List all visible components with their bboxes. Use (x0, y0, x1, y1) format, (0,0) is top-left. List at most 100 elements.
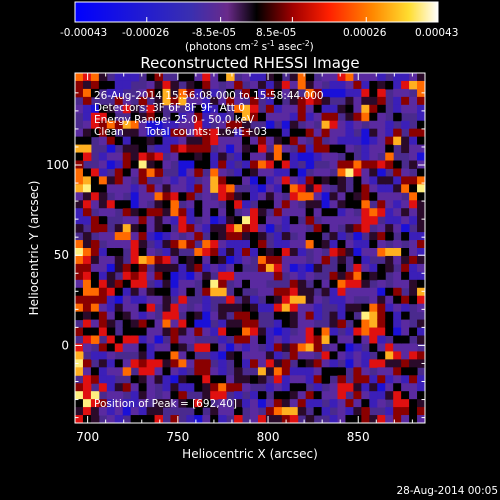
heatmap-cell (393, 351, 402, 360)
heatmap-cell (257, 335, 267, 344)
heatmap-cell (234, 216, 243, 225)
heatmap-cell (401, 136, 410, 146)
heatmap-cell (194, 224, 203, 233)
heatmap-cell (242, 248, 251, 257)
heatmap-cell (257, 192, 267, 201)
heatmap-cell (75, 152, 84, 161)
heatmap-cell (409, 216, 418, 225)
heatmap-cell (226, 232, 235, 241)
heatmap-cell (170, 255, 179, 265)
heatmap-cell (226, 343, 235, 352)
heatmap-cell (369, 73, 378, 82)
heatmap-cell (369, 80, 378, 90)
heatmap-cell (114, 80, 124, 90)
heatmap-cell (122, 343, 132, 352)
heatmap-cell (122, 200, 132, 209)
heatmap-cell (130, 224, 140, 233)
heatmap-cell (305, 263, 315, 273)
heatmap-cell (345, 192, 354, 201)
heatmap-cell (75, 88, 84, 98)
heatmap-cell (305, 120, 315, 130)
heatmap-cell (75, 80, 84, 90)
heatmap-cell (409, 327, 418, 336)
heatmap-cell (234, 128, 243, 138)
heatmap-cell (130, 407, 140, 416)
heatmap-cell (297, 80, 307, 90)
heatmap-cell (75, 184, 84, 193)
heatmap-cell (138, 232, 148, 241)
heatmap-cell (98, 200, 108, 209)
heatmap-cell (82, 311, 92, 321)
heatmap-cell (202, 80, 211, 90)
heatmap-cell (98, 343, 108, 352)
heatmap-cell (337, 287, 346, 297)
heatmap-cell (242, 255, 251, 265)
heatmap-cell (234, 399, 243, 408)
heatmap-cell (361, 351, 370, 360)
heatmap-cell (265, 327, 275, 336)
heatmap-cell (329, 295, 338, 305)
heatmap-cell (321, 73, 331, 82)
heatmap-cell (369, 104, 378, 114)
heatmap-cell (417, 80, 425, 90)
heatmap-cell (297, 192, 307, 201)
heatmap-cell (401, 176, 410, 185)
heatmap-cell (226, 351, 235, 360)
heatmap-cell (75, 263, 84, 273)
heatmap-cell (353, 248, 362, 257)
heatmap-cell (377, 359, 386, 368)
heatmap-cell (202, 248, 211, 257)
heatmap-cell (250, 216, 259, 225)
heatmap-cell (401, 343, 410, 352)
heatmap-cell (297, 295, 307, 305)
heatmap-cell (361, 176, 370, 185)
heatmap-cell (154, 295, 163, 305)
heatmap-cell (154, 168, 163, 177)
heatmap-cell (162, 160, 171, 169)
colorbar-tick-label-5: 0.00043 (415, 27, 458, 39)
heatmap-cell (178, 327, 187, 336)
heatmap-cell (345, 407, 354, 416)
heatmap-cell (401, 407, 410, 416)
heatmap-cell (162, 271, 171, 281)
heatmap-cell (409, 192, 418, 201)
heatmap-cell (234, 104, 243, 114)
heatmap-cell (138, 208, 148, 217)
heatmap-cell (170, 144, 179, 154)
heatmap-cell (114, 160, 124, 169)
heatmap-cell (242, 192, 251, 201)
heatmap-cell (170, 216, 179, 225)
heatmap-cell (122, 168, 132, 177)
heatmap-cell (417, 407, 425, 416)
heatmap-cell (409, 200, 418, 209)
heatmap-cell (90, 367, 100, 376)
heatmap-cell (273, 415, 283, 423)
heatmap-cell (417, 176, 425, 185)
heatmap-cell (321, 391, 331, 400)
colorbar-tick-label-4: 0.00026 (343, 27, 387, 39)
heatmap-cell (106, 343, 116, 352)
heatmap-cell (289, 160, 299, 169)
heatmap-cell (178, 351, 187, 360)
heatmap-cell (178, 224, 187, 233)
heatmap-cell (82, 104, 92, 114)
heatmap-cell (98, 128, 108, 138)
heatmap-cell (218, 383, 227, 392)
heatmap-cell (313, 200, 323, 209)
heatmap-cell (289, 128, 299, 138)
heatmap-cell (242, 104, 251, 114)
heatmap-cell (186, 263, 195, 273)
heatmap-cell (369, 271, 378, 281)
heatmap-cell (345, 359, 354, 368)
heatmap-cell (154, 271, 163, 281)
heatmap-cell (265, 359, 275, 368)
heatmap-cell (130, 383, 140, 392)
heatmap-cell (345, 208, 354, 217)
heatmap-cell (162, 176, 171, 185)
heatmap-cell (353, 216, 362, 225)
heatmap-cell (130, 112, 140, 122)
heatmap-cell (114, 255, 124, 265)
annotation-method: Clean (94, 126, 124, 138)
heatmap-cell (289, 391, 299, 400)
heatmap-cell (114, 367, 124, 376)
